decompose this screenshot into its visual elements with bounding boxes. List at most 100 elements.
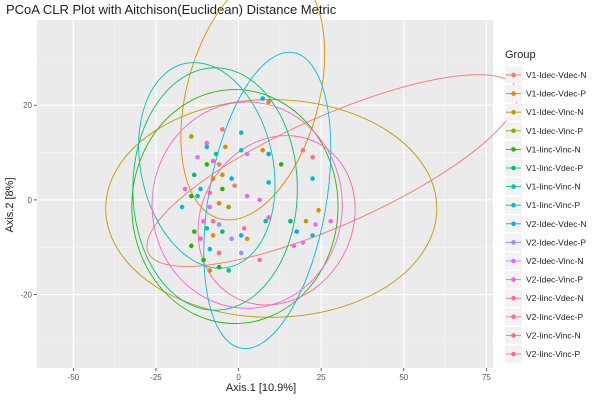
x-tick-label: 0 (236, 373, 241, 382)
data-point (179, 204, 185, 210)
legend-key-dot (511, 240, 516, 245)
legend-label: V2-Idec-Vdec-P (526, 237, 586, 247)
legend-item: V1-Idec-Vinc-P (505, 122, 583, 140)
legend-key-dot (511, 91, 516, 96)
data-point (189, 134, 194, 139)
legend-item: V2-Iinc-Vinc-N (505, 326, 581, 344)
legend: Group V1-Idec-Vdec-NV1-Idec-Vdec-PV1-Ide… (505, 49, 586, 363)
data-point (191, 229, 197, 234)
legend-item: V1-Iinc-Vdec-P (505, 159, 583, 177)
legend-item: V1-Idec-Vinc-N (505, 103, 583, 121)
x-tick-label: -25 (150, 373, 162, 382)
legend-key-dot (511, 109, 516, 115)
legend-item: V1-Iinc-Vinc-P (505, 196, 580, 214)
legend-item: V2-Idec-Vinc-P (505, 271, 583, 289)
legend-item: V2-Iinc-Vinc-P (505, 345, 580, 363)
data-point (229, 176, 234, 181)
data-point (294, 229, 300, 234)
data-point (210, 233, 216, 238)
legend-item: V1-Iinc-Vinc-N (505, 140, 581, 158)
data-point (291, 243, 297, 249)
data-point (207, 190, 213, 196)
data-point (201, 257, 206, 263)
data-point (257, 197, 263, 203)
chart-title: PCoA CLR Plot with Aitchison(Euclidean) … (6, 2, 337, 17)
data-point (220, 127, 225, 132)
ellipse (151, 101, 343, 309)
data-point (189, 243, 194, 249)
data-point (313, 222, 318, 227)
data-point (266, 151, 271, 157)
y-axis-label: Axis.2 [8%] (4, 177, 16, 232)
data-point (204, 140, 210, 146)
legend-label: V2-Iinc-Vdec-N (526, 293, 584, 303)
data-point (216, 264, 222, 270)
data-point (244, 236, 250, 242)
legend-key-dot (511, 333, 516, 338)
legend-key-dot (511, 295, 516, 301)
legend-items: V1-Idec-Vdec-N V1-Idec-Vdec-P V1-Idec-Vinc… (505, 66, 586, 363)
data-point (266, 215, 271, 220)
data-point (310, 155, 315, 160)
data-point (216, 162, 222, 167)
legend-key-dot (511, 165, 516, 171)
legend-label: V1-Idec-Vinc-N (526, 107, 583, 117)
legend-label: V1-Iinc-Vdec-P (526, 163, 583, 173)
x-tick-label: 25 (317, 373, 326, 382)
data-point (220, 172, 225, 178)
y-tick-label: 0 (28, 196, 33, 205)
legend-item: V2-Iinc-Vdec-N (505, 289, 584, 307)
data-point (189, 193, 194, 199)
x-axis-label: Axis.1 [10.9%] (226, 382, 296, 394)
data-point (241, 226, 247, 231)
legend-key-dot (511, 314, 516, 320)
y-axis-ticks: -20 0 20 (20, 101, 37, 300)
data-point (303, 218, 309, 224)
legend-label: V1-Iinc-Vinc-P (526, 200, 580, 210)
ellipse (131, 89, 339, 324)
data-point (232, 183, 237, 189)
data-point (201, 218, 206, 224)
legend-title: Group (505, 49, 536, 61)
data-point (244, 151, 250, 157)
y-tick-label: 20 (23, 101, 32, 110)
data-point (223, 144, 228, 150)
data-point (198, 186, 203, 192)
legend-item: V2-Idec-Vinc-N (505, 252, 583, 270)
legend-key-dot (511, 277, 516, 282)
data-point (195, 193, 200, 199)
data-point (238, 147, 244, 153)
data-point (220, 186, 225, 192)
x-tick-label: 50 (399, 373, 408, 382)
plot-panel (37, 0, 519, 368)
data-point (216, 222, 222, 227)
legend-key-dot (511, 221, 516, 227)
data-point (204, 226, 210, 231)
data-point (195, 155, 200, 160)
ellipse-layer (105, 0, 519, 350)
ellipse (180, 0, 326, 221)
data-point (213, 151, 219, 157)
data-point (204, 162, 210, 167)
data-point (182, 186, 188, 192)
data-point (204, 144, 210, 150)
data-point (216, 200, 222, 206)
legend-label: V2-Idec-Vdec-N (526, 219, 586, 229)
data-point (300, 147, 306, 153)
legend-label: V2-Iinc-Vinc-N (526, 330, 581, 340)
data-point (210, 176, 216, 181)
legend-item: V2-Iinc-Vdec-P (505, 308, 583, 326)
data-point (191, 172, 197, 178)
legend-item: V1-Idec-Vdec-N (505, 66, 586, 84)
data-point (216, 250, 222, 256)
data-point (229, 236, 234, 242)
x-tick-label: 75 (482, 373, 491, 382)
data-point (207, 268, 213, 273)
data-point (210, 158, 216, 164)
data-point (310, 176, 315, 181)
legend-label: V2-Idec-Vinc-P (526, 275, 583, 285)
data-point (226, 268, 231, 273)
legend-key-dot (511, 184, 516, 189)
legend-label: V2-Iinc-Vdec-P (526, 312, 583, 322)
